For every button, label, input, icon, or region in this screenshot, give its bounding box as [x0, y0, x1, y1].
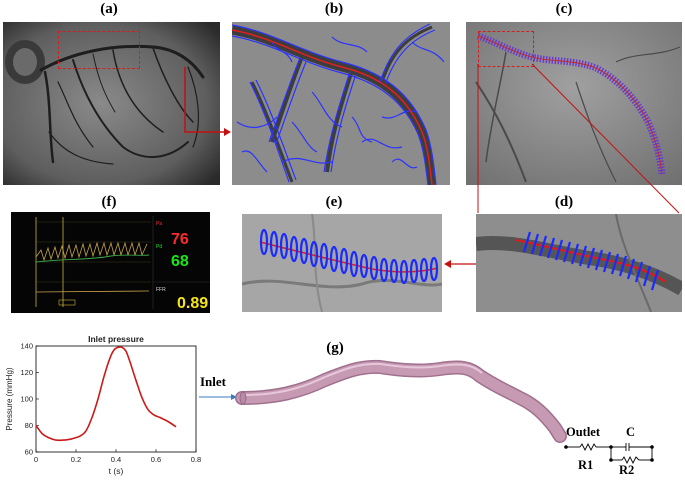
y-axis-label: Pressure (mmHg): [5, 367, 14, 430]
centerline-image: [466, 22, 682, 185]
y-tick-label: 100: [20, 395, 33, 404]
panel-label-f: (f): [101, 194, 117, 210]
chart-title: Inlet pressure: [88, 334, 144, 344]
segmentation-image: [232, 22, 450, 185]
vessel-body: [236, 361, 566, 442]
x-tick-label: 0.6: [151, 455, 161, 464]
roi-box: [58, 31, 140, 69]
y-tick-label: 140: [20, 342, 33, 351]
panel-label-d: (d): [554, 194, 574, 210]
r1-label: R1: [578, 458, 593, 472]
panel-label-e: (e): [325, 194, 343, 210]
x-tick-label: 0: [34, 455, 38, 464]
ffr-value: 0.89: [177, 295, 208, 312]
r2-label: R2: [619, 463, 634, 477]
series-line: [35, 346, 177, 442]
pa-value: 76: [171, 231, 189, 248]
capacitor-label: C: [626, 425, 635, 439]
panel-label-g: (g): [326, 340, 344, 356]
pd-value: 68: [171, 253, 189, 270]
y-tick-label: 60: [25, 448, 33, 457]
roi-box-c: [478, 31, 534, 67]
inlet-label: Inlet: [200, 374, 227, 389]
panel-label-c: (c): [555, 1, 573, 17]
inlet-pressure-chart: Inlet pressure 0 0.2 0.4 0.6 0.8 60 80 100 120 14…: [5, 334, 201, 476]
y-tick-label: 80: [25, 421, 33, 430]
x-tick-label: 0.8: [191, 455, 201, 464]
plot-area: [35, 345, 197, 453]
panel-label-a: (a): [100, 1, 118, 17]
x-axis-label: t (s): [109, 466, 124, 476]
ffr-label: FFR: [156, 287, 166, 293]
pd-label: Pd: [156, 244, 162, 250]
outlet-label: Outlet: [566, 425, 601, 439]
panel-label-b: (b): [324, 1, 344, 17]
x-tick-label: 0.2: [71, 455, 81, 464]
contour-zoom-image: [242, 214, 442, 312]
angiogram-image: [3, 22, 220, 185]
pressure-monitor: Pa 76 Pd 68 FFR 0.89: [11, 212, 210, 313]
cross-section-image: [476, 214, 682, 312]
y-tick-label: 120: [20, 368, 33, 377]
pa-label: Pa: [156, 221, 162, 227]
x-tick-label: 0.4: [111, 455, 121, 464]
windkessel-circuit: [566, 442, 653, 465]
